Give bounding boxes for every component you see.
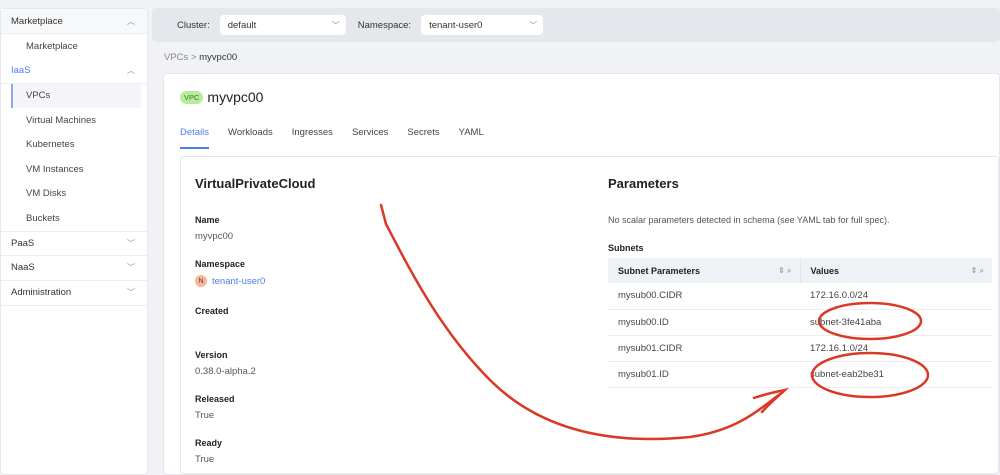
tab-workloads[interactable]: Workloads [228,127,273,138]
chevron-down-icon: ﹀ [127,288,135,297]
sidebar-item-kubernetes[interactable]: Kubernetes [26,139,75,151]
cluster-label: Cluster: [177,19,210,31]
value-cell: subnet-3fe41aba [800,309,992,336]
namespace-select[interactable]: tenant-user0 ﹀ [421,15,544,35]
namespace-label: Namespace: [357,19,412,31]
value-cell: 172.16.0.0/24 [800,283,992,310]
cluster-value: default [227,19,257,31]
parameters-note: No scalar parameters detected in schema … [608,215,890,225]
sidebar-item-vm-disks[interactable]: VM Disks [26,188,67,200]
namespace-value: tenant-user0 [429,19,483,31]
sidebar-group-marketplace[interactable]: Marketplace ︿ [1,9,147,34]
namespace-label: Namespace [195,259,246,269]
param-cell: mysub00.CIDR [608,283,800,310]
param-cell: mysub01.ID [608,361,800,388]
column-header-subnet-parameters[interactable]: Subnet Parameters ⇕ ⌕ [608,258,801,283]
group-label: NaaS [11,262,35,273]
sort-search-icon[interactable]: ⇕ ⌕ [778,265,792,275]
released-label: Released [195,394,235,404]
table-row: mysub01.ID subnet-eab2be31 [608,361,992,388]
page-title: VPC myvpc00 [180,89,263,105]
ready-label: Ready [195,438,223,448]
version-value: 0.38.0-alpha.2 [195,366,256,377]
breadcrumb-current: myvpc00 [199,52,238,63]
chevron-down-icon: ﹀ [127,263,135,272]
created-label: Created [195,306,229,316]
sidebar-group-naas[interactable]: NaaS ﹀ [1,256,147,281]
name-value: myvpc00 [195,231,234,242]
group-label: Marketplace [11,15,63,27]
sidebar-group-iaas[interactable]: IaaS ︿ [1,58,147,84]
value-cell: 172.16.1.0/24 [800,335,992,362]
resource-name: myvpc00 [207,89,264,105]
breadcrumb-parent[interactable]: VPCs [164,52,189,63]
subnets-table: Subnet Parameters ⇕ ⌕ Values ⇕ ⌕ mysub00.C… [608,258,992,388]
kind-badge: VPC [180,90,204,104]
group-label: PaaS [11,237,35,249]
topbar: Cluster: default ﹀ Namespace: tenant-user… [152,8,1000,42]
breadcrumb: VPCs > myvpc00 [164,52,237,63]
tab-services[interactable]: Services [351,127,389,138]
param-cell: mysub00.ID [608,309,800,336]
details-heading: VirtualPrivateCloud [195,176,316,191]
sidebar-item-vm-instances[interactable]: VM Instances [26,163,84,175]
sidebar-item-vpcs[interactable]: VPCs [11,83,141,108]
column-label: Values [810,265,840,276]
table-row: mysub00.CIDR 172.16.0.0/24 [608,283,992,310]
sort-search-icon[interactable]: ⇕ ⌕ [970,265,984,275]
chevron-down-icon: ﹀ [529,20,538,30]
chevron-down-icon: ﹀ [331,20,340,30]
sidebar: Marketplace ︿ Marketplace IaaS ︿ VPCs Virt… [0,8,148,475]
sidebar-group-paas[interactable]: PaaS ﹀ [1,230,147,256]
released-value: True [195,410,215,421]
breadcrumb-separator: > [190,52,197,63]
tab-yaml[interactable]: YAML [458,127,484,138]
cluster-select[interactable]: default ﹀ [219,15,346,35]
tab-secrets[interactable]: Secrets [407,127,440,138]
tabs: Details Workloads Ingresses Services Sec… [180,127,484,149]
details-panel: VirtualPrivateCloud Name myvpc00 Namespa… [180,156,999,474]
name-label: Name [195,215,220,225]
namespace-icon: N [195,275,207,287]
chevron-down-icon: ﹀ [127,238,135,248]
sidebar-item-marketplace[interactable]: Marketplace [26,40,78,52]
chevron-up-icon: ︿ [127,66,135,75]
parameters-heading: Parameters [608,176,679,191]
tab-ingresses[interactable]: Ingresses [291,127,333,138]
group-label: IaaS [11,65,31,76]
tab-details[interactable]: Details [180,127,210,149]
ready-value: True [195,454,215,465]
sidebar-group-administration[interactable]: Administration ﹀ [1,281,147,306]
column-label: Subnet Parameters [618,265,701,276]
group-label: Administration [11,287,72,298]
sidebar-item-virtual-machines[interactable]: Virtual Machines [26,114,97,126]
sidebar-item-buckets[interactable]: Buckets [26,212,60,224]
subnets-label: Subnets [608,243,644,253]
resource-card: VPC myvpc00 Details Workloads Ingresses S… [163,73,1000,475]
param-cell: mysub01.CIDR [608,335,800,362]
chevron-up-icon: ︿ [127,16,135,26]
value-cell: subnet-eab2be31 [800,361,992,388]
table-row: mysub01.CIDR 172.16.1.0/24 [608,335,992,362]
column-header-values[interactable]: Values ⇕ ⌕ [800,258,992,283]
namespace-link[interactable]: tenant-user0 [212,275,266,287]
table-row: mysub00.ID subnet-3fe41aba [608,309,992,336]
version-label: Version [195,350,228,360]
